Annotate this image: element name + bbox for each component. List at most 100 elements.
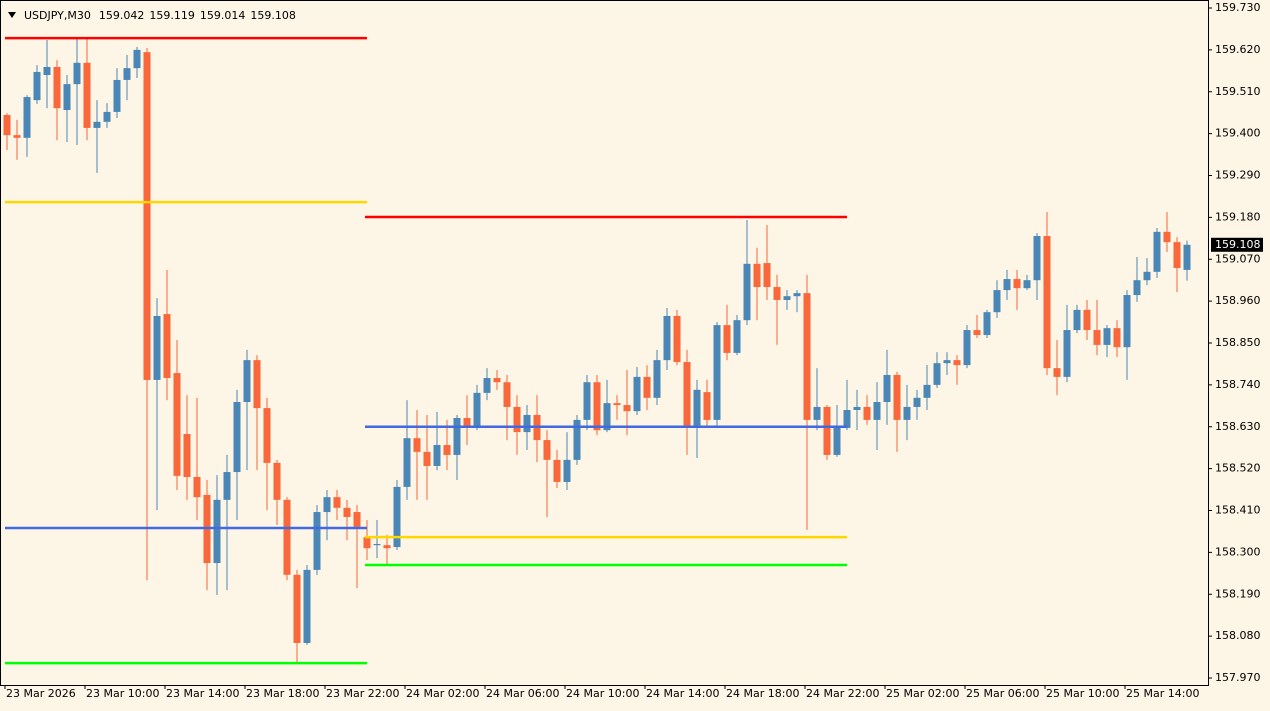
header-high: 159.119: [149, 9, 195, 22]
candle-body: [1133, 280, 1141, 296]
candle-body: [933, 363, 941, 385]
header-open: 159.042: [99, 9, 145, 22]
candle-body: [443, 445, 451, 455]
candle-body: [383, 545, 391, 549]
y-tick-label: 158.630: [1215, 420, 1261, 433]
candle-body: [793, 293, 801, 297]
y-tick-label: 159.510: [1215, 85, 1261, 98]
candle-body: [483, 378, 491, 393]
candle-body: [83, 62, 91, 128]
y-tick-label: 158.080: [1215, 629, 1261, 642]
candle-body: [813, 406, 821, 420]
candle-body: [283, 499, 291, 575]
candle-body: [1153, 231, 1161, 272]
candle-body: [393, 486, 401, 548]
candle-body: [613, 403, 621, 406]
candle-body: [543, 440, 551, 460]
price-label-box: [1211, 237, 1263, 252]
candle-body: [33, 71, 41, 101]
candle-body: [1143, 271, 1151, 281]
candle-body: [743, 263, 751, 321]
candle-body: [1113, 328, 1121, 348]
candle-body: [63, 84, 71, 111]
candle-body: [163, 314, 171, 379]
x-tick-label: 23 Mar 14:00: [166, 687, 239, 700]
plot-area: [0, 0, 1209, 686]
x-tick-label: 25 Mar 06:00: [966, 687, 1039, 700]
candle-body: [133, 49, 141, 69]
candle-body: [733, 320, 741, 353]
x-tick-label: 24 Mar 18:00: [726, 687, 799, 700]
candle-body: [103, 111, 111, 122]
candle-body: [863, 406, 871, 420]
candle-body: [643, 376, 651, 398]
x-tick-label: 25 Mar 02:00: [886, 687, 959, 700]
y-tick-label: 159.730: [1215, 1, 1261, 14]
candle-body: [853, 406, 861, 410]
candle-body: [1033, 236, 1041, 281]
candle-body: [73, 62, 81, 85]
candle-body: [823, 406, 831, 455]
candle-body: [1013, 279, 1021, 289]
candle-body: [723, 325, 731, 353]
candle-body: [313, 512, 321, 570]
x-tick-label: 23 Mar 2026: [6, 687, 76, 700]
candle-body: [673, 315, 681, 363]
candle-body: [1083, 309, 1091, 331]
candle-body: [223, 472, 231, 500]
x-tick-label: 24 Mar 10:00: [566, 687, 639, 700]
candle-body: [353, 512, 361, 527]
candle-body: [273, 462, 281, 500]
candle-body: [923, 384, 931, 398]
candle-body: [753, 263, 761, 288]
candle-body: [963, 330, 971, 366]
candle-body: [403, 438, 411, 487]
candle-body: [233, 402, 241, 473]
y-tick-label: 158.740: [1215, 378, 1261, 391]
candle-body: [693, 389, 701, 428]
candle-body: [13, 135, 21, 138]
candle-body: [833, 427, 841, 455]
candle-body: [263, 408, 271, 463]
candle-body: [183, 433, 191, 477]
candle-body: [373, 544, 381, 546]
header-close: 159.108: [250, 9, 296, 22]
candle-body: [113, 79, 121, 112]
candle-body: [883, 374, 891, 403]
symbol: USDJPY,M30: [24, 9, 91, 22]
candle-body: [423, 451, 431, 466]
candle-body: [93, 121, 101, 128]
candle-body: [773, 287, 781, 300]
header-low: 159.014: [200, 9, 246, 22]
candle-body: [1073, 309, 1081, 331]
candle-body: [1093, 330, 1101, 345]
candle-body: [343, 507, 351, 517]
candle-body: [563, 459, 571, 482]
candle-body: [1123, 295, 1131, 348]
x-tick-label: 23 Mar 18:00: [246, 687, 319, 700]
candle-body: [603, 403, 611, 431]
x-tick-label: 24 Mar 02:00: [406, 687, 479, 700]
candle-body: [1043, 236, 1051, 369]
x-tick-label: 23 Mar 22:00: [326, 687, 399, 700]
candle-body: [503, 382, 511, 407]
candle-body: [213, 499, 221, 564]
candle-body: [1003, 279, 1011, 291]
candle-body: [153, 315, 161, 380]
candle-body: [1173, 242, 1181, 269]
candle-body: [913, 397, 921, 407]
y-tick-label: 159.620: [1215, 43, 1261, 56]
x-tick-label: 24 Mar 22:00: [806, 687, 879, 700]
candle-body: [433, 445, 441, 466]
menu-triangle[interactable]: [8, 12, 16, 18]
candle-body: [493, 378, 501, 383]
y-tick-label: 159.180: [1215, 210, 1261, 223]
candle-body: [903, 406, 911, 420]
candle-body: [473, 392, 481, 426]
y-tick-label: 157.970: [1215, 671, 1261, 684]
candle-body: [653, 360, 661, 398]
candle-body: [893, 374, 901, 420]
candle-body: [1163, 231, 1171, 243]
